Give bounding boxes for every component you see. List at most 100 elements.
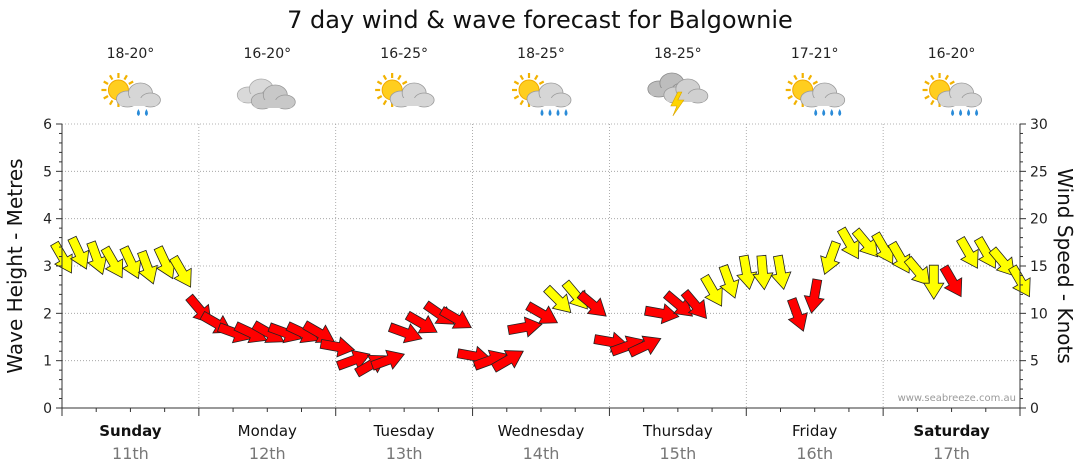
left-axis-label: Wave Height - Metres (3, 158, 27, 373)
rain-drop (136, 109, 140, 116)
sun-ray (128, 80, 134, 85)
wind-arrow (67, 235, 90, 270)
right-tick-label: 10 (1030, 306, 1048, 322)
left-tick-label: 5 (43, 164, 52, 180)
sun-ray (382, 74, 388, 81)
rain-drop (830, 109, 834, 116)
sun-ray (787, 80, 793, 85)
sun-ray (108, 99, 114, 106)
wind-arrow (404, 310, 438, 334)
sun-ray (812, 80, 818, 85)
wind-arrow (627, 335, 662, 358)
sun-ray (807, 74, 813, 81)
rain-drop (959, 109, 963, 116)
wind-arrow (988, 246, 1015, 277)
wind-arrow (543, 284, 572, 314)
sun-ray (103, 95, 109, 100)
lightning-bolt (670, 91, 685, 117)
temperature-label: 18-25° (654, 46, 702, 62)
sun-ray (382, 99, 388, 106)
wind-arrow (561, 279, 588, 310)
cloud-base (529, 98, 569, 106)
date-label: 14th (523, 444, 560, 463)
right-tick-label: 20 (1030, 212, 1048, 228)
rain-drop (564, 109, 568, 116)
wind-arrow (803, 278, 825, 314)
wind-arrow (956, 236, 979, 269)
sun-cloud-rain-icon (785, 73, 846, 116)
watermark: www.seabreeze.com.au (898, 393, 1016, 404)
wind-arrow (787, 297, 808, 332)
wind-arrow (680, 288, 707, 320)
wind-arrow (644, 303, 680, 325)
day-forecast-headers: 18-20° 16-20° 16-25° 18-25° 18-25° 17-21° 16-2… (101, 46, 982, 117)
sun-ray (534, 74, 539, 81)
storm-icon (647, 72, 709, 117)
chart-title: 7 day wind & wave forecast for Balgownie (287, 6, 793, 34)
wind-arrow (370, 349, 405, 371)
wind-arrow (820, 240, 841, 276)
sun-ray (930, 99, 935, 106)
rain-drop (540, 109, 544, 116)
wind-arrow (718, 264, 740, 299)
right-tick-label: 15 (1030, 259, 1048, 275)
temperature-label: 16-25° (380, 46, 428, 62)
wind-arrow (50, 240, 73, 274)
sun-ray (376, 80, 383, 85)
sun-cloud-shower-icon (101, 73, 161, 116)
date-label: 15th (659, 444, 696, 463)
temperature-label: 18-20° (107, 46, 155, 62)
cloud-base (392, 98, 433, 106)
sun-ray (924, 95, 930, 100)
sun-ray (949, 80, 955, 85)
date-label: 13th (386, 444, 423, 463)
axes: 0 1 2 3 4 5 6 0 5 10 15 20 25 30 (43, 117, 1048, 417)
rain-drop (556, 109, 560, 116)
rain-drop (838, 109, 842, 116)
temperature-label: 18-25° (517, 46, 565, 62)
right-tick-label: 30 (1030, 117, 1048, 133)
sun-ray (944, 74, 950, 81)
date-label: 11th (112, 444, 149, 463)
day-label: Tuesday (373, 422, 435, 440)
cloud-base (118, 98, 159, 106)
grid (62, 123, 1020, 408)
sun-ray (930, 74, 935, 81)
sun-ray (793, 74, 798, 81)
cloud-base (253, 100, 294, 108)
wind-arrow (319, 336, 356, 358)
rain-drop (814, 109, 818, 116)
wind-arrow (491, 350, 524, 373)
sun-ray (793, 99, 798, 106)
sun-cloud-rain-icon (922, 73, 982, 116)
left-tick-label: 1 (43, 354, 52, 370)
wind-arrow (507, 316, 543, 338)
left-tick-label: 4 (43, 212, 52, 228)
day-label: Monday (238, 422, 297, 440)
sun-ray (513, 80, 520, 85)
cloud-base (939, 98, 980, 106)
sun-ray (123, 74, 128, 81)
sun-ray (108, 74, 114, 81)
temperature-label: 17-21° (791, 46, 839, 62)
sun-cloud-rain-icon (512, 73, 572, 116)
wind-arrow (736, 254, 758, 291)
date-label: 12th (249, 444, 286, 463)
wind-arrows (50, 226, 1031, 378)
wind-arrow (752, 254, 774, 291)
wind-arrow (302, 320, 336, 343)
wind-arrow (939, 264, 963, 298)
date-label: 16th (796, 444, 833, 463)
wind-arrow (887, 240, 911, 274)
cloud-icon (236, 78, 296, 110)
cloud-base (665, 94, 706, 102)
right-tick-label: 25 (1030, 164, 1048, 180)
right-axis-label: Wind Speed - Knots (1053, 168, 1077, 364)
temperature-label: 16-20° (243, 46, 291, 62)
wind-arrow (576, 290, 607, 317)
day-label: Thursday (642, 422, 713, 440)
sun-ray (103, 80, 109, 85)
day-label: Sunday (99, 422, 162, 440)
left-tick-label: 0 (43, 401, 52, 417)
